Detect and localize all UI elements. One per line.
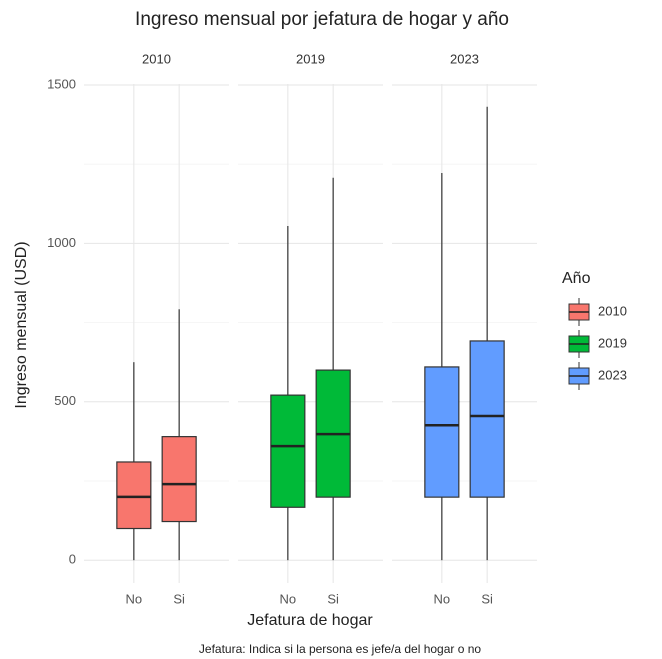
chart-title: Ingreso mensual por jefatura de hogar y … [135, 9, 509, 30]
legend-label: 2010 [598, 303, 627, 318]
caption: Jefatura: Indica si la persona es jefe/a… [199, 642, 482, 656]
legend-label: 2023 [598, 367, 627, 382]
box [116, 461, 152, 530]
x-tick-label: Si [327, 591, 339, 606]
facet-label: 2023 [450, 51, 479, 66]
box [161, 436, 197, 523]
facet-label: 2019 [296, 51, 325, 66]
y-tick-label: 0 [69, 552, 76, 567]
facet-label: 2010 [142, 51, 171, 66]
box [270, 394, 306, 508]
x-tick-label: No [280, 591, 297, 606]
box [424, 366, 460, 498]
x-tick-label: Si [173, 591, 185, 606]
box [469, 340, 505, 498]
legend-title: Año [562, 270, 591, 287]
x-tick-label: No [126, 591, 143, 606]
y-tick-label: 1500 [47, 76, 76, 91]
y-tick-label: 1000 [47, 235, 76, 250]
x-tick-label: Si [481, 591, 493, 606]
y-tick-label: 500 [54, 393, 76, 408]
y-axis-label: Ingreso mensual (USD) [13, 241, 30, 408]
x-tick-label: No [434, 591, 451, 606]
x-axis-label: Jefatura de hogar [247, 612, 373, 629]
legend-label: 2019 [598, 335, 627, 350]
